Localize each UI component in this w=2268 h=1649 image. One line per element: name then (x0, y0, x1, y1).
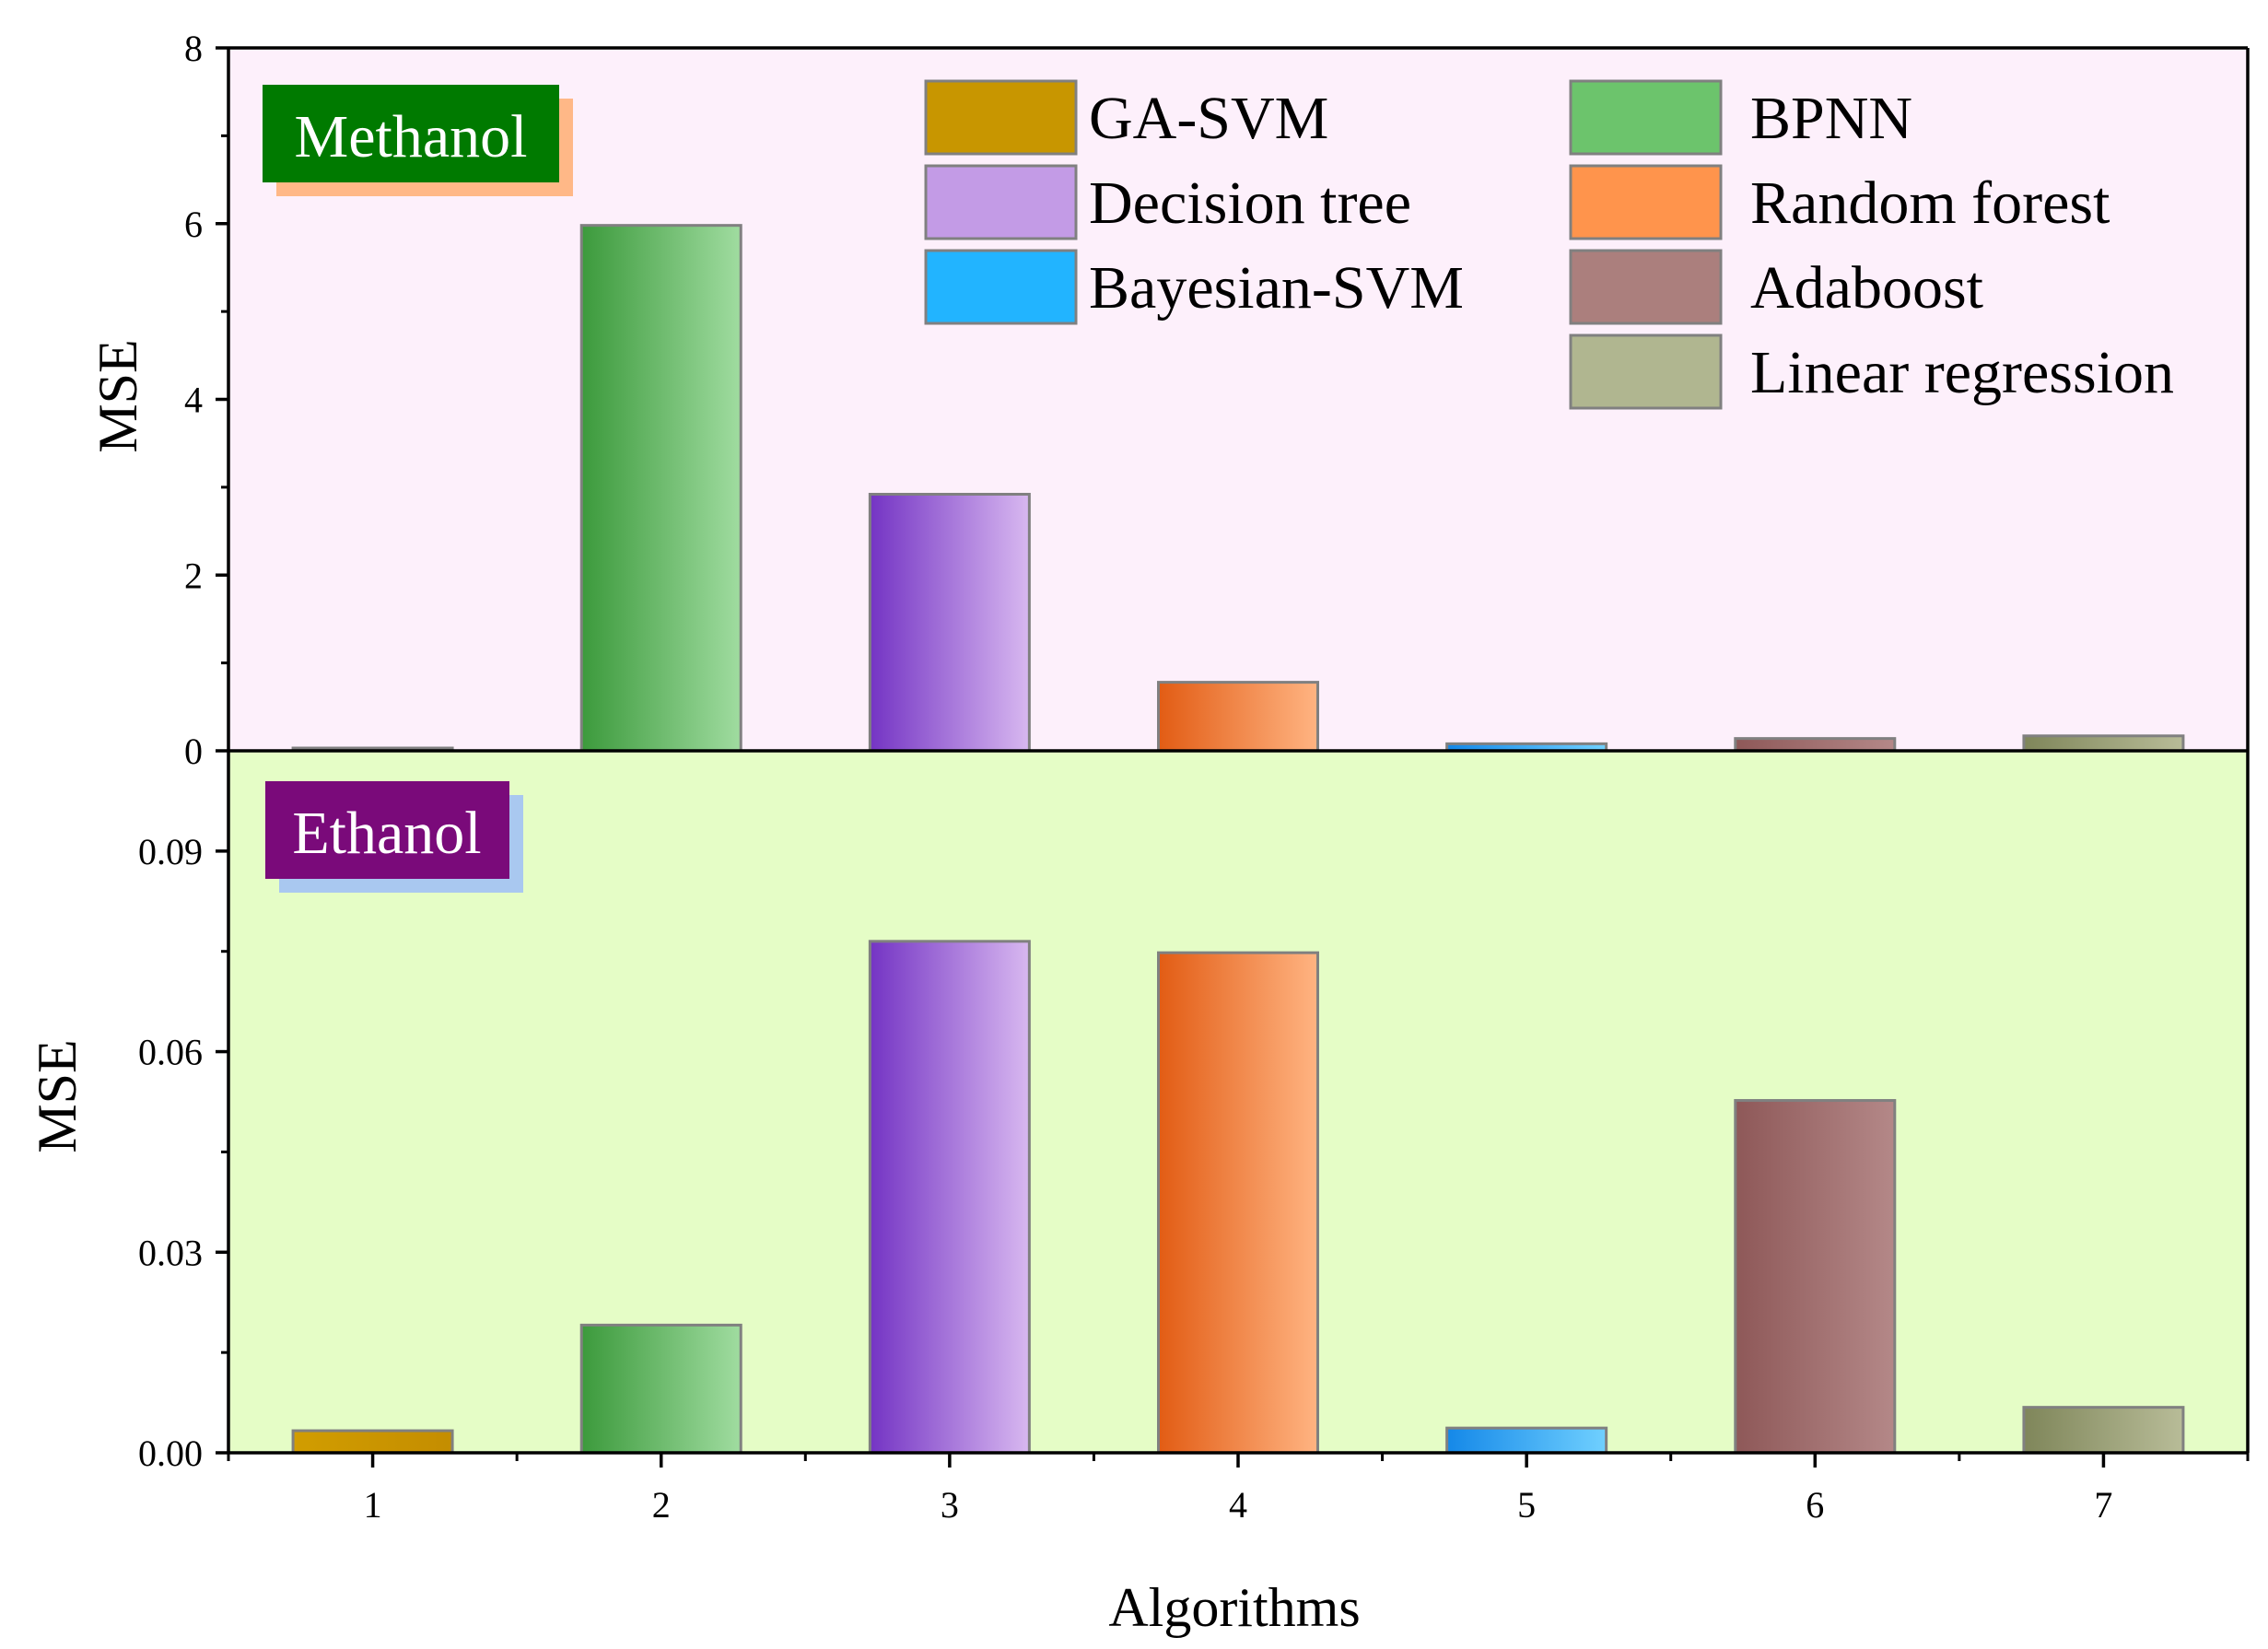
x-tick-label: 7 (2094, 1484, 2112, 1526)
methanol-panel-label: Methanol (263, 85, 573, 196)
legend-swatch-ga-svm (924, 79, 1078, 156)
legend-label: Decision tree (1089, 170, 1411, 237)
legend-swatch-bayesian-svm (924, 249, 1078, 325)
ethanol-panel-label: Ethanol (265, 781, 523, 893)
methanol-bar-2 (579, 224, 742, 753)
y-tick-label: 0 (184, 731, 203, 772)
y-tick-label: 2 (184, 555, 203, 596)
methanol-y-axis-title: MSE (88, 339, 148, 452)
methanol-bar-4 (1157, 681, 1319, 753)
x-tick-label: 3 (941, 1484, 959, 1526)
methanol-bar-6 (1734, 737, 1897, 753)
legend-label: Random forest (1750, 170, 2110, 237)
legend-swatch-adaboost (1569, 249, 1723, 325)
legend-swatch-bpnn (1569, 79, 1723, 156)
x-tick-label: 1 (364, 1484, 382, 1526)
x-tick-labels: 1 2 3 4 5 6 7 (364, 1484, 2113, 1526)
x-tick-label: 2 (652, 1484, 671, 1526)
methanol-bar-7 (2022, 734, 2185, 753)
ethanol-label-box (265, 781, 509, 879)
ethanol-bar-6 (1734, 1099, 1897, 1455)
legend-label: Bayesian-SVM (1089, 254, 1464, 322)
x-tick-label: 5 (1517, 1484, 1536, 1526)
legend-swatch-decision-tree (924, 164, 1078, 240)
methanol-label-text: Methanol (295, 103, 528, 170)
legend-label: Linear regression (1750, 339, 2174, 406)
methanol-bar-3 (868, 493, 1031, 753)
ethanol-bar-1 (291, 1429, 454, 1455)
x-axis-title: Algorithms (1108, 1577, 1360, 1638)
legend-label: Adaboost (1750, 254, 1983, 322)
y-tick-label: 0.09 (138, 831, 203, 872)
methanol-bars (291, 224, 2185, 753)
legend-label: GA-SVM (1089, 85, 1328, 152)
ethanol-bar-3 (868, 940, 1031, 1455)
legend: GA-SVM Decision tree Bayesian-SVM BPNN Rando… (924, 79, 2174, 410)
legend-swatch-random-forest (1569, 164, 1723, 240)
ethanol-bar-4 (1157, 951, 1319, 1455)
ethanol-bar-7 (2022, 1406, 2185, 1455)
ethanol-bar-2 (579, 1323, 742, 1455)
y-tick-label: 6 (184, 204, 203, 245)
legend-swatch-linear-regression (1569, 333, 1723, 410)
legend-label: BPNN (1750, 85, 1912, 152)
methanol-label-box (263, 85, 559, 182)
axes (216, 46, 2250, 1468)
methanol-y-tick-labels: 0 2 4 6 8 (184, 28, 203, 772)
ethanol-bars (291, 940, 2185, 1455)
y-tick-label: 0.06 (138, 1032, 203, 1073)
ethanol-bar-5 (1445, 1426, 1608, 1455)
x-tick-label: 4 (1229, 1484, 1247, 1526)
y-tick-label: 0.00 (138, 1433, 203, 1474)
ethanol-y-tick-labels: 0.00 0.03 0.06 0.09 (138, 831, 203, 1474)
ethanol-label-text: Ethanol (292, 800, 481, 867)
y-tick-label: 0.03 (138, 1232, 203, 1273)
y-tick-label: 8 (184, 28, 203, 69)
x-tick-label: 6 (1806, 1484, 1824, 1526)
y-tick-label: 4 (184, 380, 203, 421)
ethanol-y-axis-title: MSE (27, 1039, 88, 1152)
